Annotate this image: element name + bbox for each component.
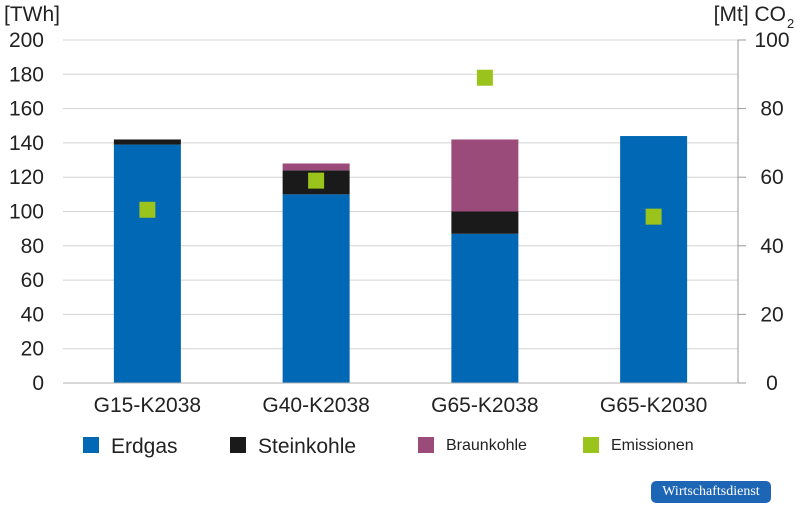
category-label: G65-K2038 <box>431 394 538 417</box>
bar-erdgas <box>113 144 181 383</box>
left-tick-label: 80 <box>21 235 44 258</box>
emission-point <box>139 201 156 218</box>
category-label: G40-K2038 <box>262 394 369 417</box>
legend-label: Braunkohle <box>446 437 527 454</box>
axes: 0 20 40 60 80 100 120 140 160 180 200 0 20 40 60 80 100 [… <box>4 3 794 417</box>
category-label: G65-K2030 <box>600 394 707 417</box>
publisher-badge: Wirtschaftsdienst <box>651 481 771 503</box>
bar-erdgas <box>620 136 688 383</box>
legend-swatch <box>230 437 246 453</box>
emission-point <box>308 172 325 189</box>
bar-erdgas <box>451 233 519 383</box>
left-tick-label: 120 <box>9 166 44 189</box>
legend-label: Erdgas <box>111 435 178 458</box>
bar-braunkohle <box>282 163 350 171</box>
right-axis-unit-subscript: 2 <box>787 16 794 31</box>
emission-point <box>645 208 662 225</box>
emission-points <box>139 69 662 225</box>
left-tick-label: 180 <box>9 63 44 86</box>
right-tick-label: 60 <box>760 166 783 189</box>
right-tick-label: 20 <box>760 303 783 326</box>
left-axis-unit: [TWh] <box>4 3 60 26</box>
left-tick-label: 200 <box>9 29 44 52</box>
legend-swatch <box>83 437 99 453</box>
left-tick-label: 40 <box>21 303 44 326</box>
emission-point <box>476 69 493 86</box>
bars <box>113 136 688 383</box>
legend-label: Steinkohle <box>258 435 356 458</box>
left-tick-label: 0 <box>32 372 44 395</box>
left-tick-label: 140 <box>9 132 44 155</box>
bar-steinkohle <box>451 211 519 234</box>
left-tick-label: 100 <box>9 201 44 224</box>
legend-swatch <box>418 437 434 453</box>
legend-swatch <box>583 437 599 453</box>
bar-steinkohle <box>113 139 181 145</box>
right-tick-label: 40 <box>760 235 783 258</box>
right-tick-label: 100 <box>754 29 789 52</box>
bar-erdgas <box>282 194 350 383</box>
left-tick-label: 20 <box>21 338 44 361</box>
legend: Erdgas Steinkohle Braunkohle Emissionen <box>83 435 694 458</box>
right-tick-label: 80 <box>760 98 783 121</box>
right-axis-unit: [Mt] CO <box>714 3 786 26</box>
left-tick-label: 60 <box>21 269 44 292</box>
bar-braunkohle <box>451 139 519 212</box>
right-tick-label: 0 <box>766 372 778 395</box>
left-tick-label: 160 <box>9 98 44 121</box>
legend-label: Emissionen <box>611 437 694 454</box>
category-label: G15-K2038 <box>94 394 201 417</box>
